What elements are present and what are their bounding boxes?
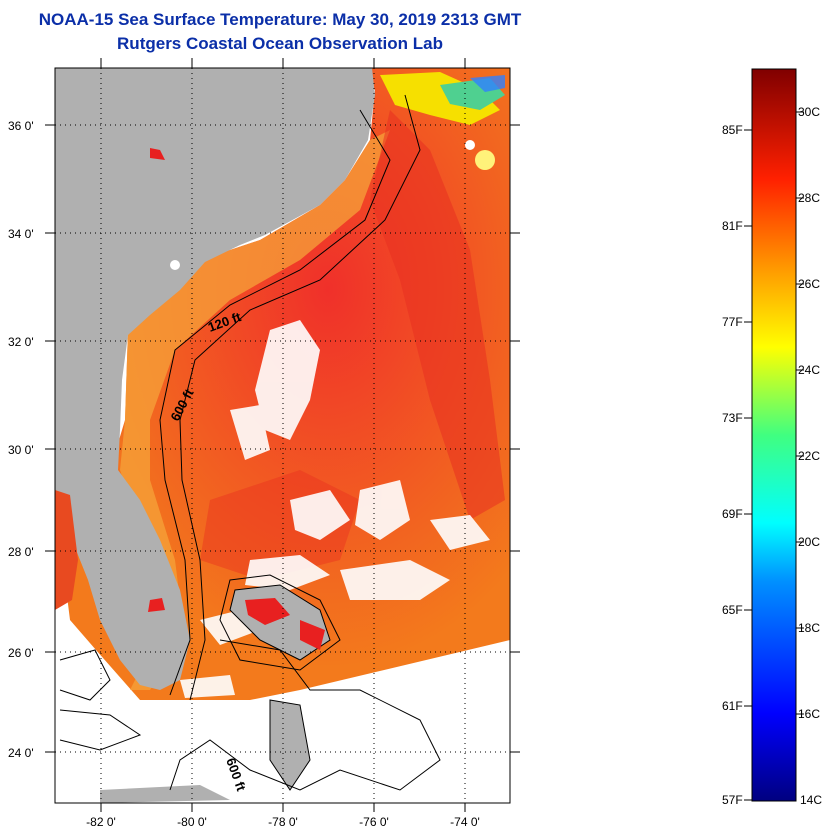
cb-c-14: 14C <box>800 793 822 807</box>
cloud-cover <box>180 320 490 698</box>
cb-c-22: 22C <box>798 449 820 463</box>
cb-c-16: 16C <box>798 707 820 721</box>
inland-lake <box>150 148 165 160</box>
lat-label-26: 26 0' <box>8 646 34 660</box>
cloud-dot <box>170 260 180 270</box>
cb-f-85: 85F <box>722 123 743 137</box>
lat-label-30: 30 0' <box>8 443 34 457</box>
cb-f-81: 81F <box>722 219 743 233</box>
eddy-spot <box>475 150 495 170</box>
map-subtitle: Rutgers Coastal Ocean Observation Lab <box>117 34 443 53</box>
lat-label-28: 28 0' <box>8 545 34 559</box>
lat-label-34: 34 0' <box>8 227 34 241</box>
lake-okeechobee <box>148 598 165 612</box>
lon-label-80: -80 0' <box>177 815 207 829</box>
lon-label-78: -78 0' <box>268 815 298 829</box>
lon-label-76: -76 0' <box>359 815 389 829</box>
lat-label-32: 32 0' <box>8 335 34 349</box>
eddy-cloud <box>465 140 475 150</box>
lat-label-36: 36 0' <box>8 119 34 133</box>
cold-patch <box>380 72 500 125</box>
colorbar: 85F 81F 77F 73F 69F 65F 61F 57F 30C 28C … <box>722 68 822 807</box>
axis-ticks <box>45 58 520 812</box>
map-title: NOAA-15 Sea Surface Temperature: May 30,… <box>38 10 522 29</box>
cb-f-77: 77F <box>722 315 743 329</box>
lon-label-82: -82 0' <box>86 815 116 829</box>
land-mainland <box>55 68 375 690</box>
cb-c-18: 18C <box>798 621 820 635</box>
coastal-band <box>120 130 390 690</box>
cb-f-65: 65F <box>722 603 743 617</box>
depth-contours <box>59 94 441 791</box>
lon-label-74: -74 0' <box>450 815 480 829</box>
bahamas-islands <box>100 584 331 803</box>
cb-c-30: 30C <box>798 105 820 119</box>
cb-f-73: 73F <box>722 411 743 425</box>
cb-c-26: 26C <box>798 277 820 291</box>
lat-label-24: 24 0' <box>8 746 34 760</box>
gulf-water <box>55 490 78 610</box>
cb-f-61: 61F <box>722 699 743 713</box>
map-area: 120 ft 600 ft 600 ft <box>55 68 510 803</box>
cb-c-24: 24C <box>798 363 820 377</box>
cb-c-20: 20C <box>798 535 820 549</box>
colorbar-gradient <box>751 68 797 802</box>
cold-patch-3 <box>470 75 505 92</box>
cb-f-57: 57F <box>722 793 743 807</box>
cb-f-69: 69F <box>722 507 743 521</box>
gulf-stream <box>370 110 505 520</box>
cb-c-28: 28C <box>798 191 820 205</box>
graticule <box>55 68 510 803</box>
